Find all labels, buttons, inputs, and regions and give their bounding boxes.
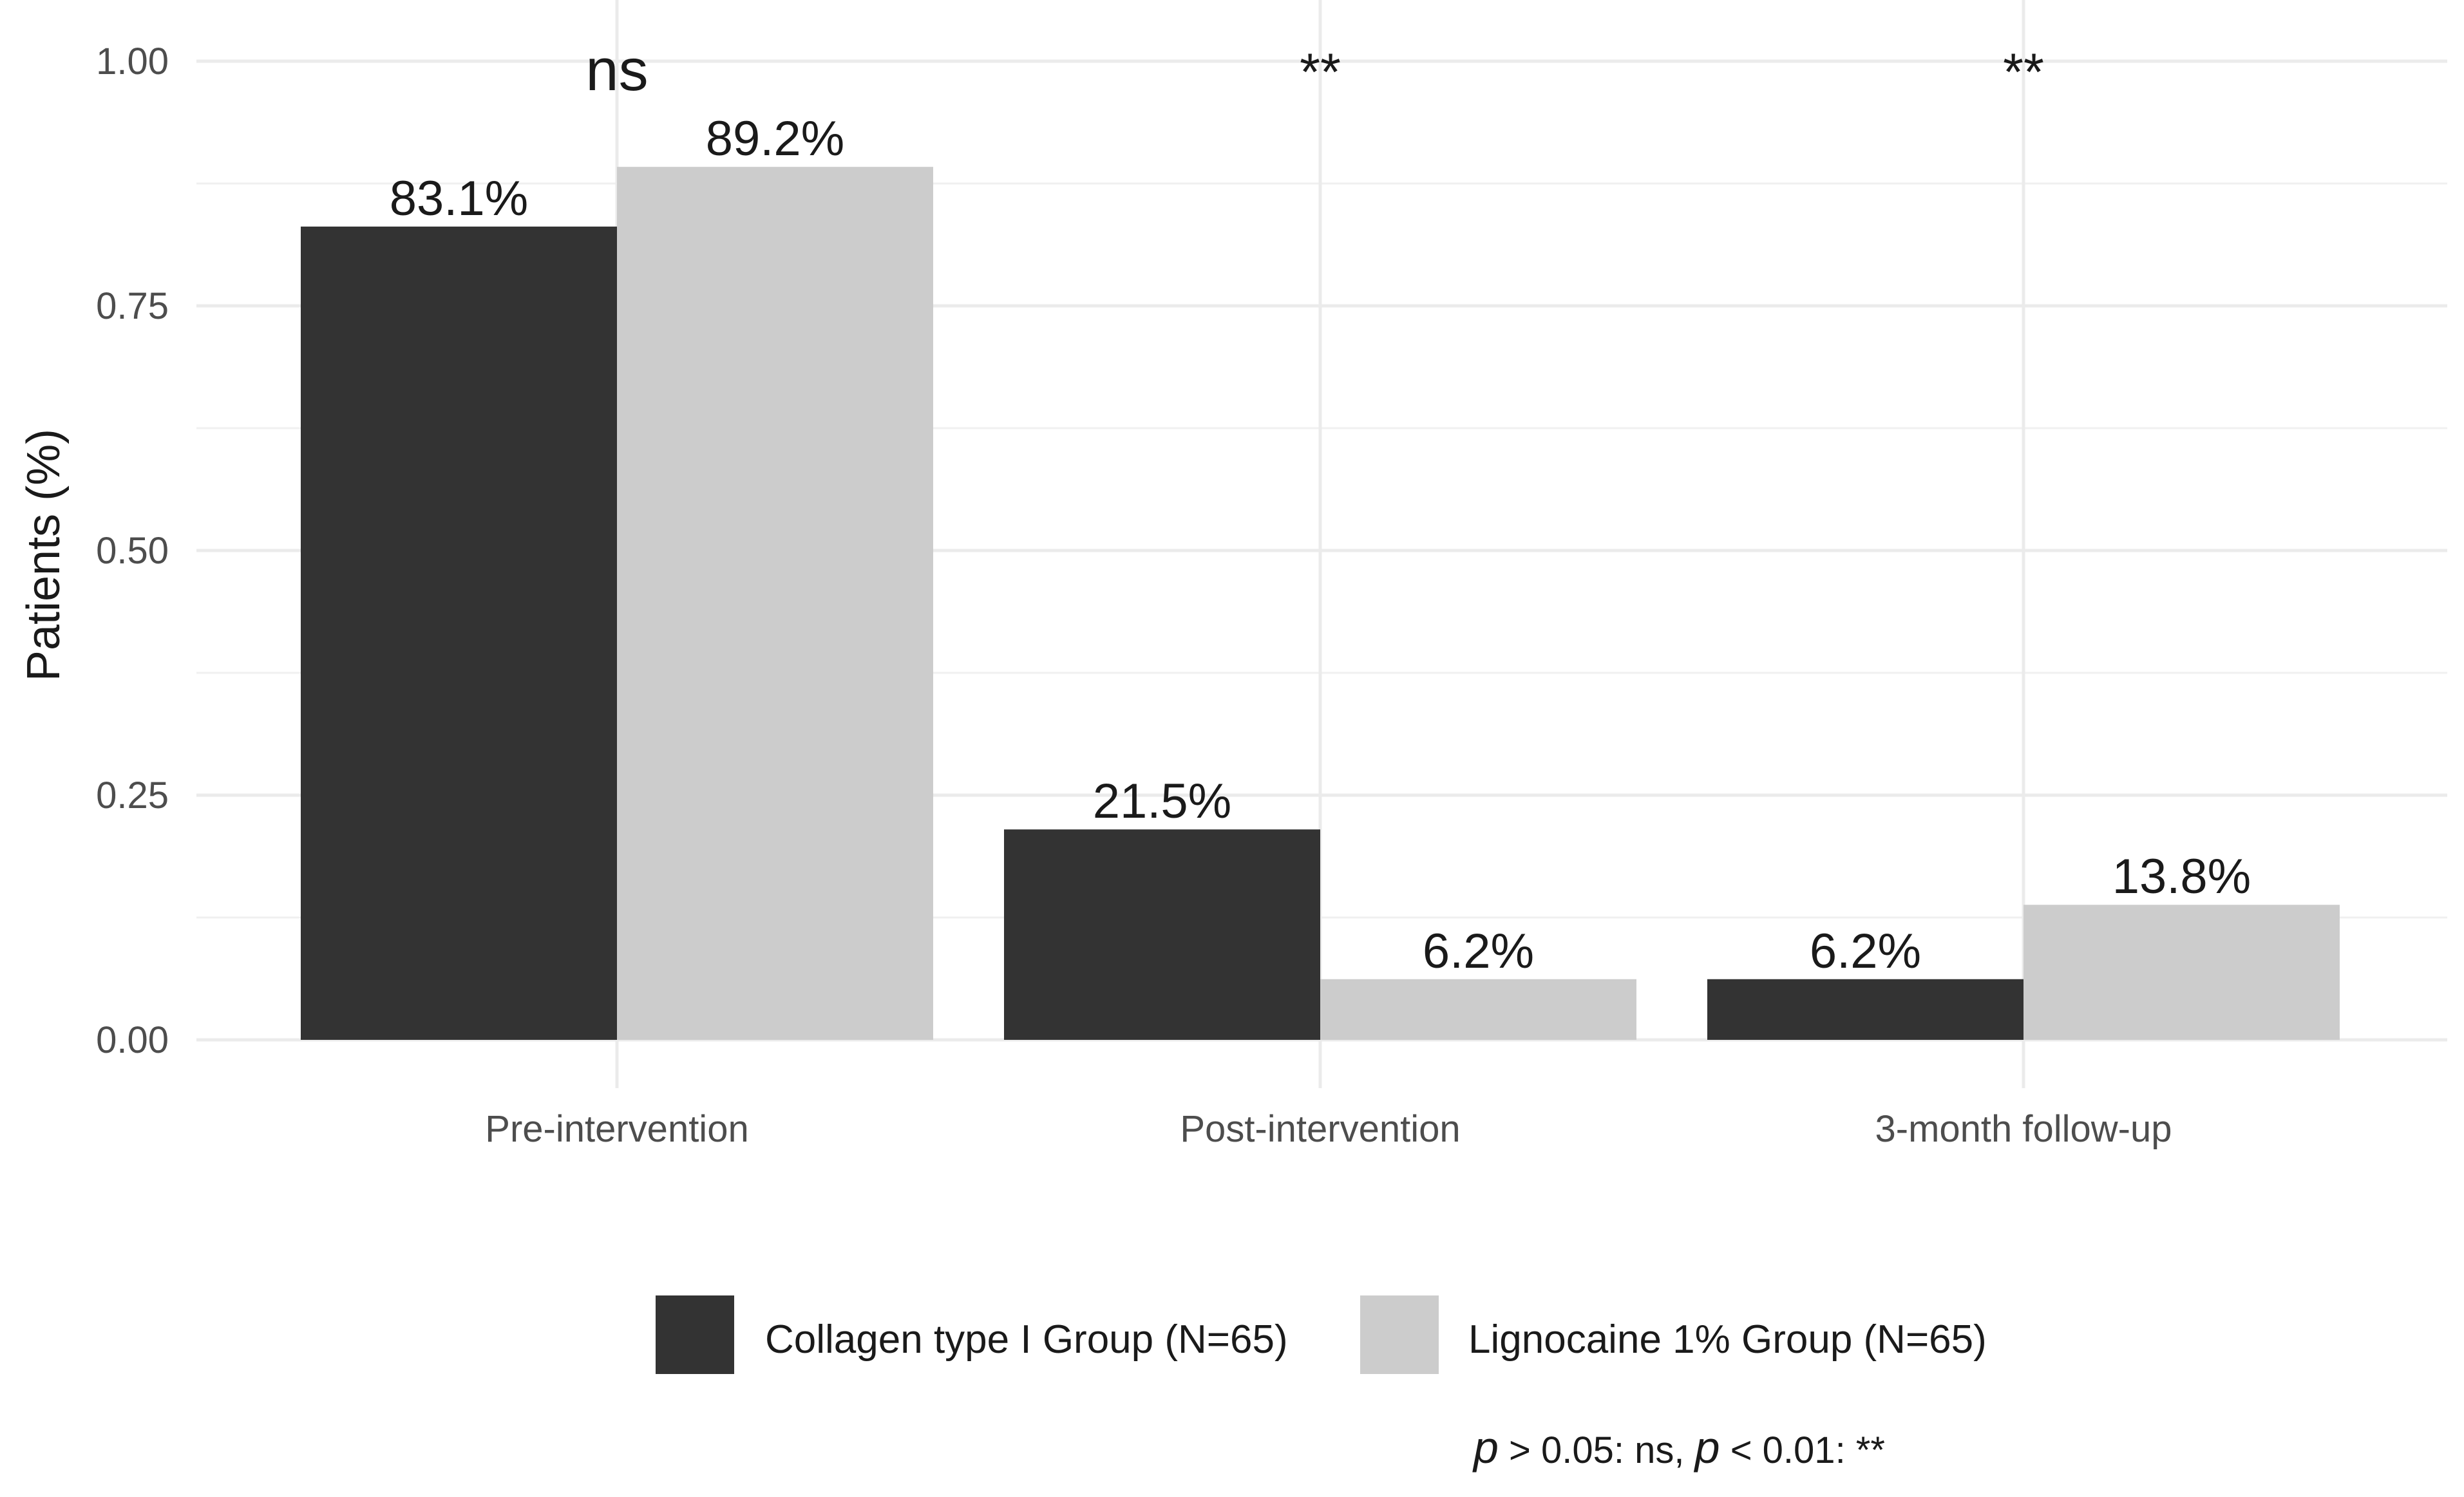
bar-value-label: 13.8% (2112, 849, 2251, 904)
y-tick-label: 1.00 (96, 41, 169, 82)
bar-value-label: 6.2% (1810, 924, 1921, 979)
legend-swatch-lignocaine (1360, 1295, 1439, 1374)
y-tick-label: 0.75 (96, 285, 169, 327)
bar-lignocaine-1 (1320, 979, 1636, 1040)
p-symbol-2: p (1694, 1422, 1720, 1473)
bar-collagen-2 (1707, 979, 2023, 1040)
significance-markers: ns ** ** (585, 37, 2044, 103)
bar-collagen-0 (301, 226, 617, 1040)
legend: Collagen type I Group (N=65) Lignocaine … (656, 1295, 1987, 1374)
bar-value-label: 89.2% (706, 111, 845, 166)
bar-value-labels: 83.1% 21.5% 6.2% 89.2% 6.2% 13.8% (390, 111, 2251, 979)
bar-collagen-1 (1004, 829, 1320, 1040)
significance-marker: ns (585, 37, 648, 103)
bars (301, 167, 2340, 1040)
legend-label-lignocaine: Lignocaine 1% Group (N=65) (1468, 1317, 1987, 1362)
p-symbol-1: p (1472, 1422, 1499, 1473)
note-star-part: < 0.01: ** (1720, 1429, 1885, 1471)
significance-marker: ** (2003, 43, 2044, 102)
bar-lignocaine-2 (2023, 905, 2340, 1040)
significance-marker: ** (1300, 43, 1341, 102)
y-axis-title: Patients (%) (18, 429, 70, 681)
y-axis-ticks: 0.00 0.25 0.50 0.75 1.00 (96, 41, 169, 1061)
x-axis-ticks: Pre-intervention Post-intervention 3-month… (485, 1108, 2172, 1150)
bar-value-label: 21.5% (1093, 774, 1232, 829)
x-tick-label: Pre-intervention (485, 1108, 748, 1150)
x-tick-label: Post-intervention (1180, 1108, 1460, 1150)
legend-label-collagen: Collagen type I Group (N=65) (765, 1317, 1288, 1362)
legend-swatch-collagen (656, 1295, 734, 1374)
x-tick-label: 3-month follow-up (1875, 1108, 2172, 1150)
note-ns-part: > 0.05: ns, (1499, 1429, 1695, 1471)
bar-value-label: 6.2% (1423, 924, 1534, 979)
bar-value-label: 83.1% (390, 171, 529, 226)
y-tick-label: 0.25 (96, 775, 169, 816)
bar-lignocaine-0 (617, 167, 933, 1040)
significance-note: p > 0.05: ns, p < 0.01: ** (1472, 1422, 1885, 1473)
y-tick-label: 0.50 (96, 530, 169, 572)
y-tick-label: 0.00 (96, 1019, 169, 1061)
